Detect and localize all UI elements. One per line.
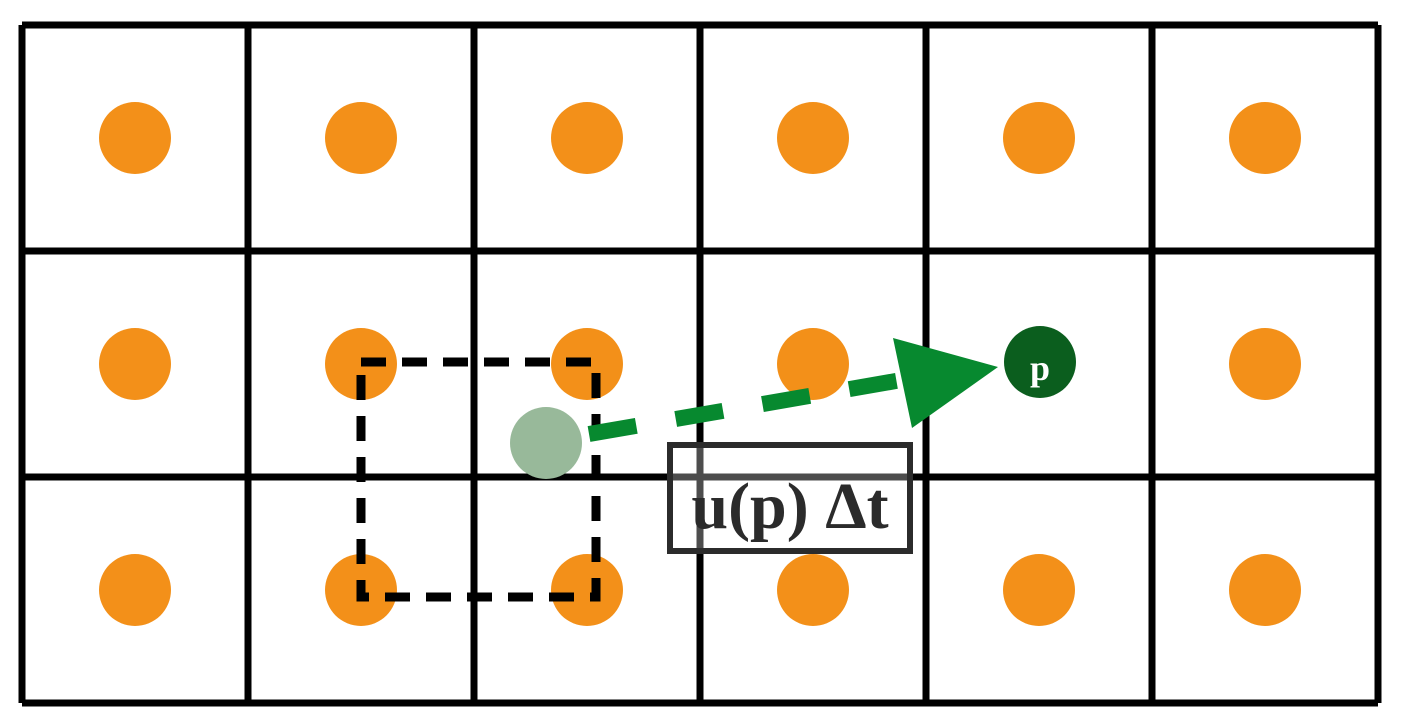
grid-sample-point bbox=[1229, 328, 1301, 400]
grid-sample-point bbox=[777, 102, 849, 174]
grid-sample-point bbox=[99, 554, 171, 626]
grid-sample-point bbox=[99, 328, 171, 400]
grid-sample-point bbox=[325, 102, 397, 174]
displacement-label: u(p) Δt bbox=[691, 470, 888, 543]
grid-sample-point bbox=[1229, 102, 1301, 174]
grid-sample-point bbox=[777, 328, 849, 400]
particle-p-label: p bbox=[1030, 348, 1050, 388]
grid-sample-point bbox=[1003, 554, 1075, 626]
backtrace-arrow-shaft bbox=[587, 368, 927, 442]
interpolation-box bbox=[356, 357, 601, 602]
previous-position-marker bbox=[510, 407, 582, 479]
grid-sample-point bbox=[777, 554, 849, 626]
grid-lines bbox=[18, 21, 1382, 707]
grid-sample-point bbox=[1003, 102, 1075, 174]
displacement-label-box bbox=[667, 442, 913, 554]
grid-sample-point bbox=[1229, 554, 1301, 626]
particle-p-marker bbox=[1004, 326, 1076, 398]
grid-sample-point bbox=[551, 102, 623, 174]
grid-sample-point bbox=[551, 554, 623, 626]
backtrace-arrow-head bbox=[893, 338, 998, 428]
grid-sample-point bbox=[99, 102, 171, 174]
